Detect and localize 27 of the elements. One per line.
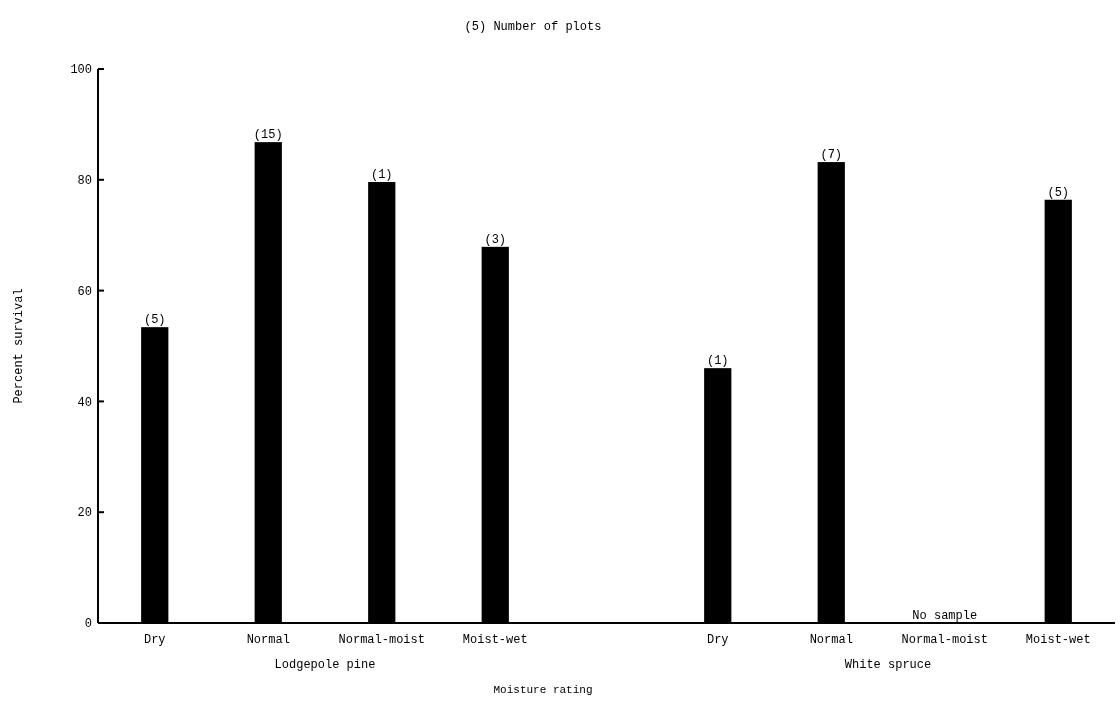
annotation: (5) [143,313,166,328]
y-tick-label: 40 [77,395,92,410]
y-axis-title: Percent survival [12,288,26,404]
annotation: (1) [706,354,729,369]
x-tick-label: Dry [706,633,729,647]
y-tick-label: 80 [77,174,92,188]
annotation: (5) [1047,185,1070,200]
x-tick-label: Normal-moist [901,633,988,647]
y-tick-label: 20 [77,506,92,521]
y-tick-label: 60 [77,284,92,299]
annotation: No sample [912,609,978,623]
annotation: (3) [484,232,507,247]
x-tick-label: Moist-wet [462,633,528,647]
annotation: (1) [370,168,393,183]
annotation: (15) [253,128,283,143]
x-tick-label: Normal [246,633,290,647]
x-tick-label: Normal [809,633,853,647]
x-axis-title: White spruce [844,658,932,672]
x-axis-title: Lodgepole pine [274,658,376,672]
annotation: (7) [820,148,843,163]
x-tick-label: Dry [143,633,166,647]
y-tick-label: 100 [70,63,92,78]
y-tick-label: 0 [84,617,92,632]
x-tick-label: Normal-moist [338,633,425,647]
text: Moisture rating [493,684,593,696]
chart-title: (5) Number of plots [464,20,602,34]
x-tick-label: Moist-wet [1025,633,1091,647]
